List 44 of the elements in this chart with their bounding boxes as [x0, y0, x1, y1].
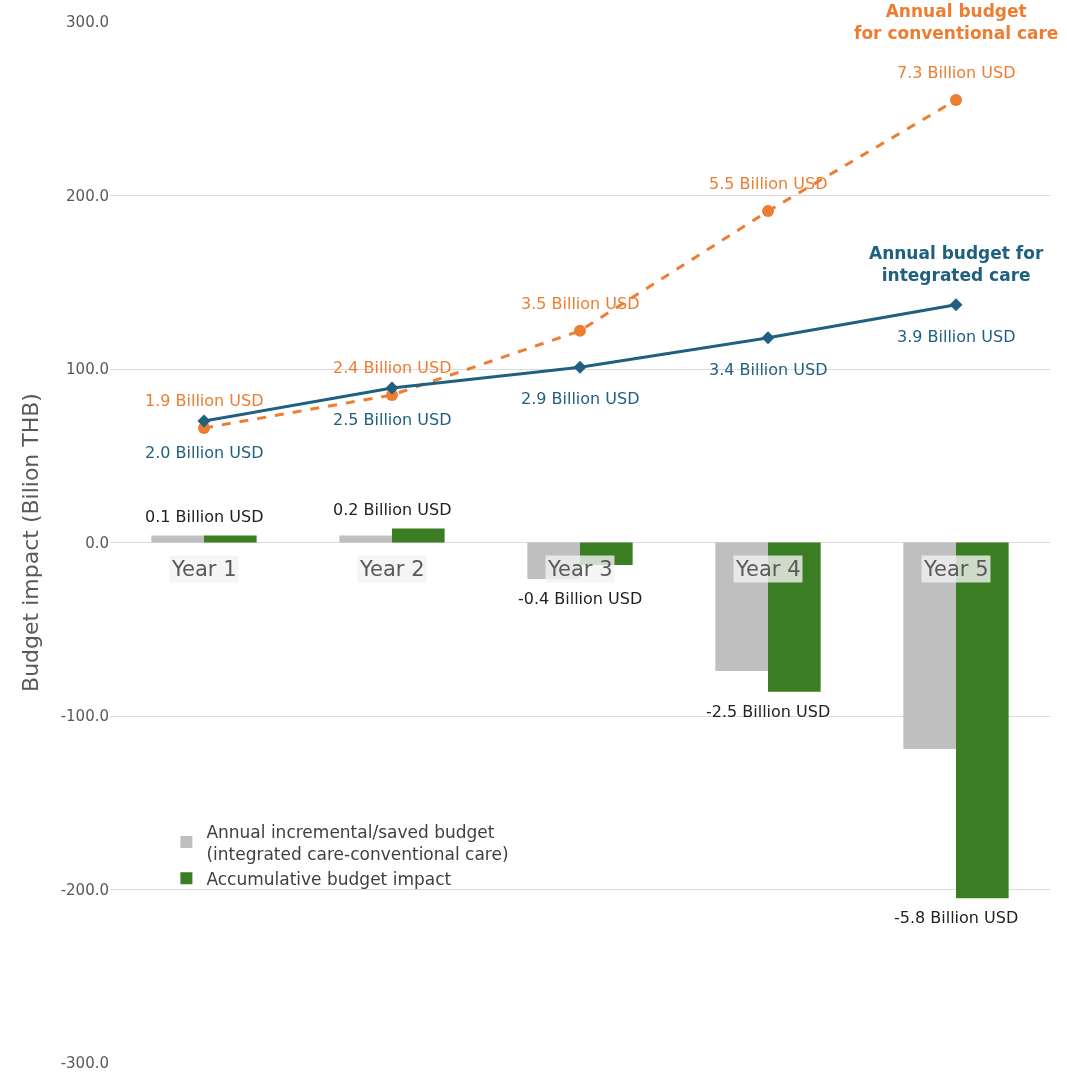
annotation: 2.4 Billion USD [333, 358, 452, 377]
annotation: 7.3 Billion USD [897, 63, 1016, 82]
annotation: 3.5 Billion USD [521, 294, 640, 313]
point [762, 205, 774, 218]
annotation: 2.0 Billion USD [145, 443, 264, 462]
point [574, 324, 586, 337]
text: Annual budget for conventional care [854, 1, 1059, 44]
legend-label: Annual incremental/saved budget (integrated care-conventional care) [206, 821, 509, 864]
y-tick-label: 0.0 [85, 533, 109, 552]
annotation: -0.4 Billion USD [518, 589, 643, 608]
annotation: -5.8 Billion USD [894, 908, 1019, 927]
annotation: 2.9 Billion USD [521, 389, 640, 408]
y-axis-title: Budget impact (Bilion THB) [18, 393, 44, 692]
x-tick-label: Year 3 [547, 557, 613, 581]
y-tick-label: -100.0 [60, 707, 109, 726]
annotation: 0.1 Billion USD [145, 507, 264, 526]
point [573, 360, 587, 374]
y-tick-label: -300.0 [60, 1054, 109, 1073]
x-tick-label: Year 5 [923, 557, 989, 581]
x-tick-label: Year 4 [735, 557, 801, 581]
annotation: 0.2 Billion USD [333, 500, 452, 519]
annotation: 3.4 Billion USD [709, 360, 828, 379]
y-tick-label: 300.0 [66, 13, 109, 32]
point [385, 381, 399, 395]
bar [204, 535, 257, 543]
y-tick-label: 100.0 [66, 360, 109, 379]
bar [151, 535, 204, 543]
y-tick-label: 200.0 [66, 186, 109, 205]
annotation: 2.5 Billion USD [333, 410, 452, 429]
annotation: 1.9 Billion USD [145, 391, 264, 410]
point [950, 94, 962, 107]
bar [392, 528, 445, 543]
point [949, 298, 963, 312]
text: Annual budget for integrated care [869, 243, 1044, 286]
point [761, 331, 775, 345]
y-tick-label: -200.0 [60, 880, 109, 899]
legend-label: Accumulative budget impact [206, 868, 452, 889]
bar [339, 535, 392, 543]
x-tick-label: Year 1 [171, 557, 237, 581]
annotation: -2.5 Billion USD [706, 702, 831, 721]
point [197, 414, 211, 428]
annotation: 5.5 Billion USD [709, 174, 828, 193]
annotation: 3.9 Billion USD [897, 327, 1016, 346]
x-tick-label: Year 2 [359, 557, 425, 581]
